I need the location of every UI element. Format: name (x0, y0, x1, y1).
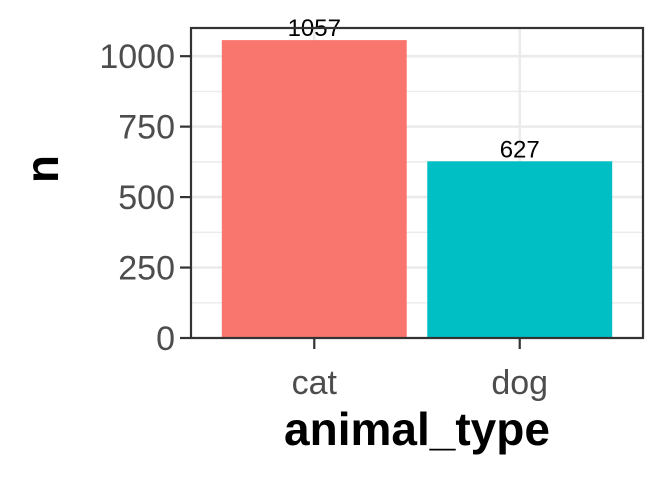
y-tick-label: 500 (118, 179, 175, 217)
bar-cat (221, 40, 407, 338)
x-tick-label-cat: cat (292, 364, 338, 402)
x-axis-title: animal_type (284, 403, 550, 455)
x-axis: cat dog (292, 338, 548, 402)
panel-border (189, 26, 645, 340)
y-tick-label: 0 (156, 320, 175, 358)
data-label-dog: 627 (500, 136, 540, 163)
bar-dog (427, 161, 613, 338)
y-axis-title: n (16, 155, 68, 183)
y-tick-label: 750 (118, 109, 175, 147)
x-tick-label-dog: dog (491, 364, 548, 402)
y-tick-label: 1000 (99, 38, 175, 76)
y-axis: 0 250 500 750 1000 (99, 38, 191, 358)
y-tick-label: 250 (118, 250, 175, 288)
bars (221, 40, 613, 338)
